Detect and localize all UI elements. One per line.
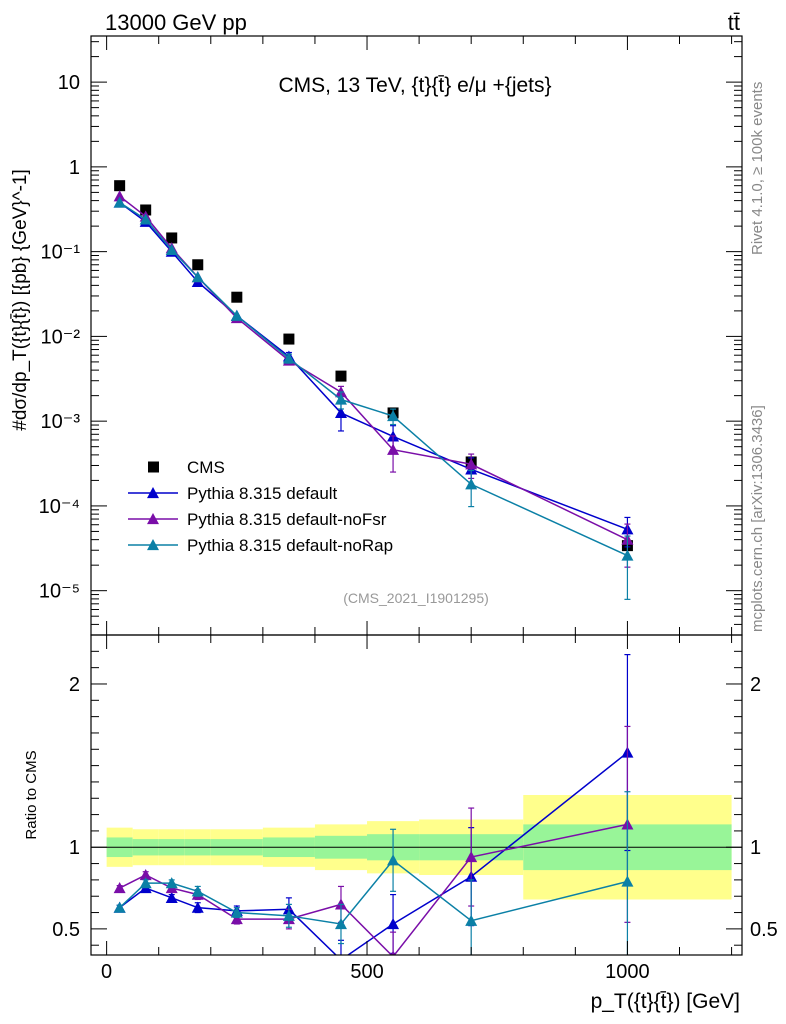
ratio-y-tick-label-right: 1 xyxy=(750,837,761,859)
data-point xyxy=(140,204,152,216)
data-point xyxy=(335,370,347,382)
y-tick-label: 10⁻⁵ xyxy=(39,581,80,603)
mcplots-label: mcplots.cern.ch [arXiv:1306.3436] xyxy=(749,405,766,632)
ratio-axis-label: Ratio to CMS xyxy=(23,750,40,839)
x-tick-label: 500 xyxy=(350,961,383,983)
mc-point xyxy=(465,478,478,490)
y-tick-label: 10⁻¹ xyxy=(41,242,81,264)
process-label: tt̄ xyxy=(728,10,740,35)
mc-point xyxy=(191,271,204,283)
main-panel: 10 1 10⁻¹ 10⁻² 10⁻³ 10⁻⁴ 10⁻⁵ xyxy=(39,36,742,636)
ratio-line-1 xyxy=(119,751,628,955)
ratio-y-tick-label: 2 xyxy=(69,674,80,696)
legend-marker-cms xyxy=(148,461,159,473)
ratio-point xyxy=(621,875,634,887)
data-point xyxy=(114,180,126,192)
mc-point xyxy=(230,309,243,321)
ratio-panel: 0 500 1000 0.5 0.5 1 1 2 2 xyxy=(52,634,778,983)
mc-point xyxy=(387,443,400,455)
data-point xyxy=(166,232,178,244)
x-tick-label: 1000 xyxy=(605,961,650,983)
ratio-point xyxy=(191,885,204,897)
ratio-point xyxy=(113,882,126,894)
chart-title: CMS, 13 TeV, {t}{t̄} e/μ +{jets} xyxy=(278,74,551,97)
rivet-version-label: Rivet 4.1.0, ≥ 100k events xyxy=(749,82,766,255)
ratio-point xyxy=(139,877,152,889)
ratio-line-3 xyxy=(119,859,628,925)
mc-point xyxy=(334,406,347,419)
ratio-line-2 xyxy=(119,823,628,955)
ratio-point xyxy=(390,950,396,955)
x-tick-label: 0 xyxy=(101,961,112,983)
ratio-y-tick-label: 0.5 xyxy=(52,919,80,941)
y-tick-label: 10⁻⁴ xyxy=(39,496,80,518)
mc-point xyxy=(165,243,178,255)
y-axis-label: #dσ/dp_T({t}{t̄}) [{pb} {GeV}^-1] xyxy=(10,169,31,431)
y-tick-label: 10⁻³ xyxy=(41,411,81,433)
ratio-point xyxy=(387,854,400,866)
ratio-point xyxy=(191,901,204,913)
ratio-point xyxy=(113,901,126,913)
ratio-point xyxy=(387,917,400,930)
ratio-point xyxy=(465,851,478,863)
ratio-point xyxy=(230,906,243,918)
ratio-point xyxy=(282,909,295,921)
legend-marker xyxy=(147,487,159,499)
legend: CMS Pythia 8.315 default Pythia 8.315 defa… xyxy=(128,458,393,555)
ratio-y-tick-label-right: 0.5 xyxy=(750,919,778,941)
x-axis-label: p_T({t}{t̄}) [GeV] xyxy=(591,990,740,1013)
mc-point xyxy=(465,458,478,470)
mc-point xyxy=(113,196,126,208)
mc-point xyxy=(387,410,400,422)
ratio-point xyxy=(334,917,347,930)
y-tick-label: 10 xyxy=(58,72,80,94)
ratio-point xyxy=(139,869,152,881)
ratio-point xyxy=(465,914,478,926)
ratio-y-tick-label-right: 2 xyxy=(750,674,761,696)
mc-point xyxy=(282,352,295,364)
analysis-tag: (CMS_2021_I1901295) xyxy=(343,590,489,606)
energy-label: 13000 GeV pp xyxy=(105,10,247,35)
y-tick-label: 10⁻² xyxy=(41,326,81,348)
data-point xyxy=(283,333,295,345)
legend-label: CMS xyxy=(187,458,225,477)
mc-line-3 xyxy=(119,201,628,557)
data-point xyxy=(231,291,243,303)
ratio-y-tick-label: 1 xyxy=(69,837,80,859)
ratio-frame xyxy=(90,634,743,956)
y-tick-label: 1 xyxy=(69,157,80,179)
ratio-point xyxy=(230,913,243,925)
mc-point xyxy=(139,213,152,225)
ratio-point xyxy=(165,891,178,903)
data-point xyxy=(192,259,204,271)
legend-label: Pythia 8.315 default-noFsr xyxy=(187,510,387,529)
legend-label: Pythia 8.315 default xyxy=(187,484,338,503)
mc-point xyxy=(621,549,634,561)
mc-line-2 xyxy=(119,195,628,541)
legend-marker xyxy=(147,539,159,551)
ratio-point xyxy=(165,877,178,889)
mc-point xyxy=(113,190,126,202)
legend-marker xyxy=(147,513,159,525)
legend-label: Pythia 8.315 default-noRap xyxy=(187,536,393,555)
mc-line-1 xyxy=(119,201,628,530)
mc-point xyxy=(334,393,347,405)
